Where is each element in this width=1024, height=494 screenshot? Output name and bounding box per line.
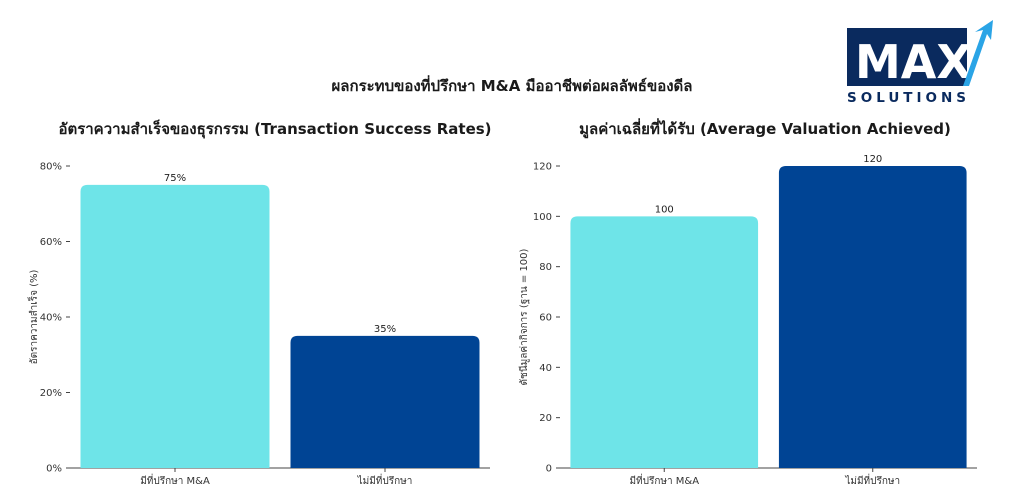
success-rate-data-label: 75%	[164, 173, 186, 184]
success-rate-ytick-label: 0%	[46, 464, 62, 475]
success-rate-ytick-label: 40%	[40, 313, 62, 324]
success-rate-ytick-label: 80%	[40, 162, 62, 173]
success-rate-category-label: มีที่ปรึกษา M&A	[140, 473, 210, 487]
valuation-data-label: 120	[863, 154, 882, 165]
valuation-ytick-label: 0	[546, 464, 552, 475]
success-rate-bar	[290, 335, 480, 468]
chart-title-success-rate: อัตราความสำเร็จของธุรกรรม (Transaction S…	[58, 120, 492, 138]
valuation-ylabel: ดัชนีมูลค่ากิจการ (ฐาน = 100)	[518, 248, 530, 385]
chart-valuation: 0 20 40 60 80 100 120 ดัชนีมูลค่ากิจการ (ฐาน = …	[518, 154, 977, 487]
valuation-category-label: มีที่ปรึกษา M&A	[629, 473, 699, 487]
valuation-ytick-label: 100	[533, 212, 552, 223]
chart-success-rate: 0% 20% 40% 60% 80% อัตราความสำเร็จ (%) 75% มีที…	[26, 162, 490, 487]
max-solutions-logo: MAX SOLUTIONS	[847, 20, 993, 106]
valuation-bar	[570, 216, 759, 468]
success-rate-bar	[80, 184, 270, 468]
valuation-ytick-label: 20	[539, 413, 552, 424]
logo-arrow-icon	[963, 20, 993, 86]
success-rate-ytick-label: 60%	[40, 237, 62, 248]
success-rate-ytick-label: 20%	[40, 388, 62, 399]
logo-subtitle: SOLUTIONS	[847, 90, 970, 106]
success-rate-data-label: 35%	[374, 324, 396, 335]
valuation-ytick-label: 120	[533, 162, 552, 173]
valuation-data-label: 100	[655, 204, 674, 215]
logo-background	[847, 28, 967, 86]
chart-title-valuation: มูลค่าเฉลี่ยที่ได้รับ (Average Valuation…	[579, 120, 951, 138]
page-title: ผลกระทบของที่ปรึกษา M&A มืออาชีพต่อผลลัพ…	[331, 77, 693, 95]
valuation-category-label: ไม่มีที่ปรึกษา	[844, 473, 900, 487]
valuation-bar	[778, 166, 967, 468]
success-rate-ylabel: อัตราความสำเร็จ (%)	[26, 269, 40, 364]
valuation-ytick-label: 40	[539, 363, 552, 374]
success-rate-category-label: ไม่มีที่ปรึกษา	[357, 473, 413, 487]
logo-wordmark: MAX	[855, 35, 972, 89]
valuation-ytick-label: 60	[539, 313, 552, 324]
valuation-ytick-label: 80	[539, 262, 552, 273]
